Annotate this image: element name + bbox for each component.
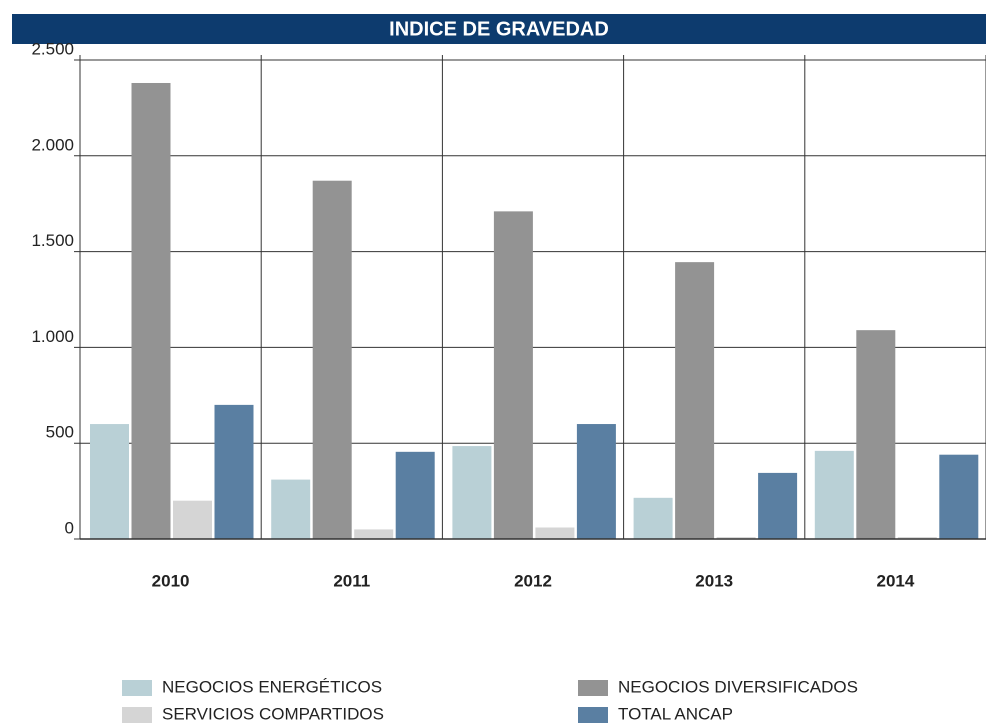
legend-swatch	[578, 707, 608, 723]
bar	[897, 537, 937, 539]
bar	[535, 527, 575, 539]
bar	[856, 330, 896, 539]
bar	[131, 82, 171, 539]
chart-title: INDICE DE GRAVEDAD	[389, 18, 609, 40]
bar	[214, 404, 254, 539]
bar	[354, 529, 394, 539]
bar	[576, 424, 616, 539]
bar	[395, 451, 435, 539]
legend-label: TOTAL ANCAP	[618, 704, 733, 723]
x-tick-label: 2012	[514, 571, 552, 590]
legend-label: SERVICIOS COMPARTIDOS	[162, 704, 384, 723]
bar	[271, 479, 311, 539]
bar	[939, 454, 979, 539]
y-tick-label: 1.500	[31, 231, 74, 250]
title-banner	[12, 14, 986, 44]
y-tick-label: 0	[65, 518, 74, 537]
legend-swatch	[578, 680, 608, 696]
x-tick-label: 2010	[152, 571, 190, 590]
bar	[452, 446, 492, 539]
legend-label: NEGOCIOS ENERGÉTICOS	[162, 677, 382, 696]
bar	[633, 497, 673, 539]
bar	[675, 262, 715, 539]
bar	[173, 500, 212, 539]
legend-swatch	[122, 680, 152, 696]
y-tick-label: 2.500	[31, 39, 74, 58]
bar	[758, 472, 798, 539]
bar	[90, 424, 129, 539]
x-tick-label: 2011	[333, 571, 370, 590]
x-tick-label: 2013	[695, 571, 733, 590]
bar	[493, 211, 533, 539]
legend-label: NEGOCIOS DIVERSIFICADOS	[618, 677, 858, 696]
bar	[814, 450, 854, 539]
y-tick-label: 2.000	[31, 135, 74, 154]
y-tick-label: 1.000	[31, 327, 74, 346]
bar	[716, 537, 756, 539]
y-tick-label: 500	[46, 423, 74, 442]
bar	[312, 180, 352, 539]
legend-swatch	[122, 707, 152, 723]
x-tick-label: 2014	[876, 571, 914, 590]
